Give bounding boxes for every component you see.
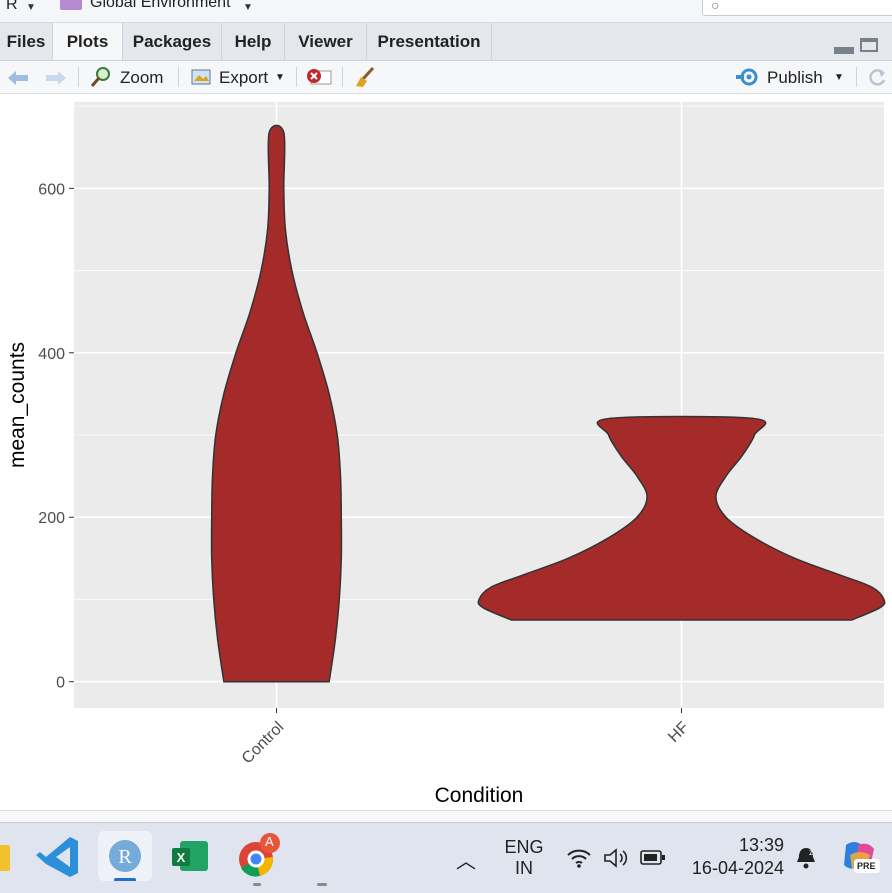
refresh-icon[interactable] — [866, 67, 888, 87]
x-axis-title: Condition — [435, 784, 524, 807]
toolbar-divider — [178, 67, 179, 87]
file-explorer-icon[interactable] — [0, 831, 10, 881]
language-region: IN — [515, 858, 533, 878]
rstudio-icon[interactable]: R — [98, 831, 152, 882]
environment-icon — [60, 0, 82, 10]
tab-viewer[interactable]: Viewer — [285, 23, 367, 60]
remove-plot-icon[interactable] — [305, 67, 333, 87]
svg-text:R: R — [118, 846, 132, 868]
pane-tab-bar: Files Plots Packages Help Viewer Present… — [0, 23, 892, 61]
minimize-pane-icon[interactable] — [834, 47, 854, 54]
x-tick-label: Control — [239, 719, 287, 767]
show-hidden-icons-chevron-icon[interactable]: ︿ — [456, 851, 476, 873]
publish-icon[interactable] — [736, 67, 762, 87]
tab-files[interactable]: Files — [0, 23, 53, 60]
y-tick-label: 200 — [38, 510, 65, 527]
chevron-down-icon[interactable]: ▼ — [275, 72, 285, 83]
tab-packages[interactable]: Packages — [123, 23, 222, 60]
copilot-preview-badge: PRE — [857, 861, 876, 871]
export-icon[interactable] — [189, 67, 213, 87]
volume-icon[interactable] — [603, 847, 631, 869]
search-icon: ○ — [711, 0, 720, 13]
export-button[interactable]: Export — [219, 68, 269, 87]
running-indicator — [317, 883, 327, 886]
pane-bottom-edge — [0, 810, 892, 822]
y-axis-title: mean_counts — [6, 342, 29, 468]
back-arrow-icon[interactable] — [6, 69, 30, 87]
input-language-indicator[interactable]: ENG IN — [500, 837, 548, 879]
y-tick-label: 0 — [56, 675, 65, 692]
publish-button[interactable]: Publish — [767, 68, 823, 87]
svg-text:X: X — [177, 850, 186, 865]
chevron-down-icon[interactable]: ▼ — [243, 2, 253, 13]
plot-toolbar: Zoom Export ▼ Publish ▼ — [0, 61, 892, 94]
excel-icon[interactable]: X — [164, 831, 218, 881]
maximize-pane-icon[interactable] — [860, 38, 878, 52]
toolbar-divider — [296, 67, 297, 87]
battery-icon[interactable] — [640, 849, 666, 867]
environment-selector[interactable]: Global Environment — [90, 0, 231, 11]
clock-date: 16-04-2024 — [691, 858, 784, 878]
chrome-profile-badge: A — [265, 834, 274, 849]
x-tick-label: HF — [665, 719, 692, 746]
forward-arrow-icon[interactable] — [44, 69, 68, 87]
running-indicator — [253, 883, 261, 886]
r-language-selector[interactable]: R — [6, 0, 18, 13]
system-clock[interactable]: 13:39 16-04-2024 — [684, 835, 784, 879]
toolbar-divider — [342, 67, 343, 87]
clock-time: 13:39 — [738, 835, 784, 855]
clear-all-broom-icon[interactable] — [353, 66, 377, 88]
svg-text:z: z — [809, 848, 813, 857]
environment-search-input[interactable]: ○ — [702, 0, 892, 16]
wifi-icon[interactable] — [566, 847, 592, 869]
tab-plots[interactable]: Plots — [53, 23, 123, 60]
chrome-icon[interactable]: A — [230, 831, 284, 881]
windows-taskbar: R X A ︿ ENG IN — [0, 822, 892, 893]
copilot-icon[interactable] — [840, 837, 880, 875]
environment-pane-strip: R ▼ Global Environment ▼ ○ — [0, 0, 892, 23]
notifications-do-not-disturb-icon[interactable]: z — [794, 845, 818, 871]
chevron-down-icon[interactable]: ▼ — [834, 72, 844, 83]
toolbar-divider — [856, 67, 857, 87]
tab-help[interactable]: Help — [222, 23, 285, 60]
language-code: ENG — [504, 837, 544, 857]
y-tick-label: 400 — [38, 346, 65, 363]
plot-viewer: 0 200 400 600 Control HF Condition mean_counts — [0, 94, 892, 810]
vscode-icon[interactable] — [32, 831, 86, 881]
zoom-button[interactable]: Zoom — [120, 68, 164, 87]
tab-presentation[interactable]: Presentation — [367, 23, 492, 60]
violin-chart: 0 200 400 600 Control HF Condition mean_counts — [6, 102, 886, 807]
violin-control — [210, 124, 343, 683]
toolbar-divider — [78, 67, 79, 87]
y-tick-label: 600 — [38, 181, 65, 198]
zoom-icon[interactable] — [90, 66, 112, 88]
chevron-down-icon[interactable]: ▼ — [26, 2, 36, 13]
violin-hf — [477, 415, 886, 621]
